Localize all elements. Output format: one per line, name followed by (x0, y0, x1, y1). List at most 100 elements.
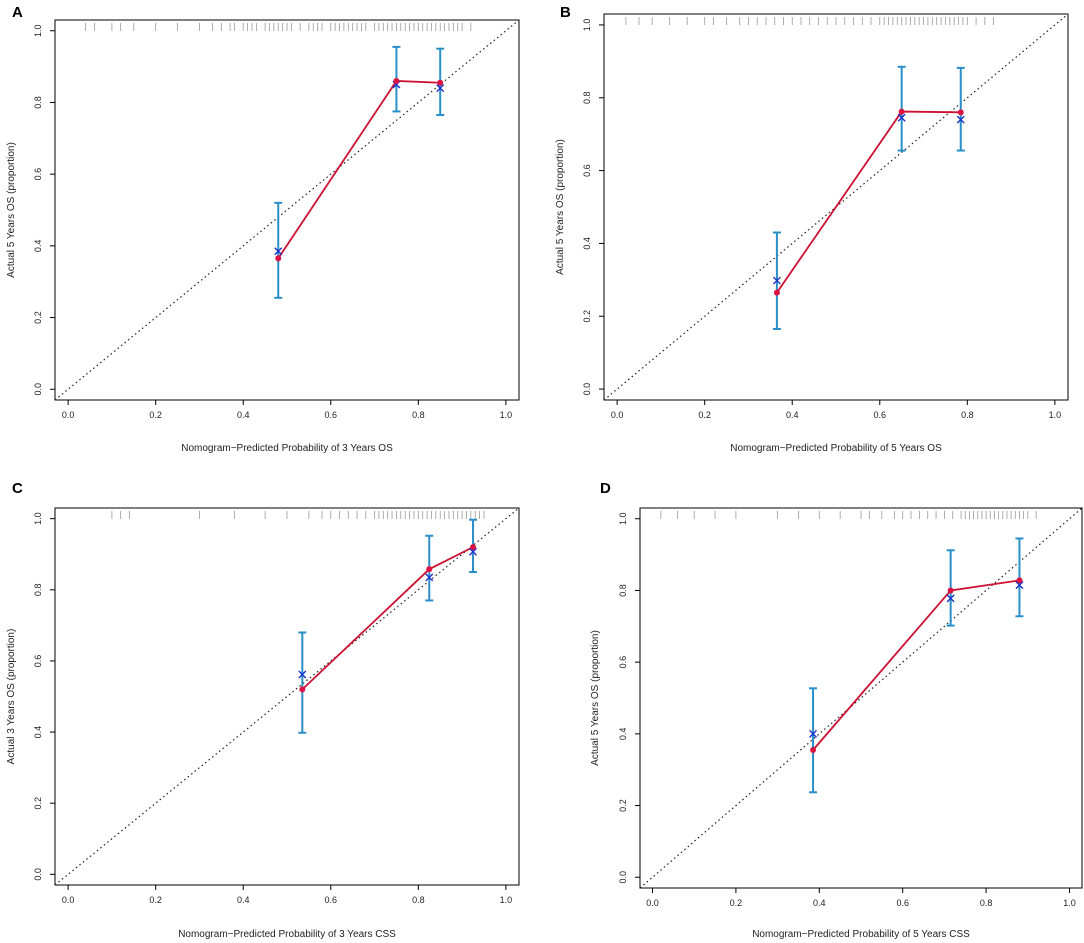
marker-stroke (425, 573, 434, 582)
bias-corrected-marker (469, 547, 478, 556)
panel-label: D (600, 480, 611, 497)
y-tick-label: 0.6 (618, 656, 628, 669)
bias-corrected-marker (1015, 581, 1024, 590)
calibration-line (812, 579, 1020, 751)
x-tick-label: 0.0 (62, 410, 75, 420)
x-tick-label: 0.6 (896, 898, 909, 908)
ideal-reference-line (639, 507, 1083, 889)
x-tick-label: 0.4 (237, 410, 250, 420)
y-tick-label: 1.0 (582, 19, 592, 32)
bias-corrected-marker (425, 573, 434, 582)
observed-point (426, 566, 433, 573)
bias-corrected-marker (274, 247, 283, 256)
observed-point (393, 77, 400, 84)
y-tick-label: 0.2 (618, 799, 628, 812)
y-tick-label: 0.0 (33, 383, 43, 396)
marker-stroke (298, 670, 307, 679)
x-axis-title: Nomogram−Predicted Probability of 3 Year… (178, 929, 396, 940)
x-tick-label: 0.4 (813, 898, 826, 908)
y-tick-label: 0.6 (582, 164, 592, 177)
x-tick-label: 1.0 (1063, 898, 1076, 908)
observed-point (1016, 577, 1023, 584)
x-axis-title: Nomogram−Predicted Probability of 5 Year… (730, 443, 942, 454)
observed-point (437, 79, 444, 86)
calibration-line (301, 546, 474, 691)
y-tick-label: 0.6 (33, 168, 43, 181)
marker-stroke (772, 276, 781, 285)
x-tick-label: 0.2 (149, 410, 162, 420)
panel-label: C (12, 480, 23, 497)
x-tick-label: 0.4 (237, 895, 250, 905)
bias-corrected-marker (897, 113, 906, 122)
y-tick-label: 1.0 (33, 512, 43, 525)
panel-label: B (560, 4, 571, 21)
marker-stroke (469, 547, 478, 556)
observed-point (810, 746, 817, 753)
y-tick-label: 0.2 (33, 797, 43, 810)
y-tick-label: 0.8 (33, 584, 43, 597)
bias-corrected-marker (436, 84, 445, 93)
observed-point (957, 109, 964, 116)
ideal-reference-line (54, 507, 520, 886)
y-tick-label: 1.0 (618, 512, 628, 525)
calibration-line (776, 110, 961, 294)
x-tick-label: 0.4 (786, 410, 799, 420)
y-tick-label: 0.8 (33, 96, 43, 109)
y-tick-label: 0.6 (33, 655, 43, 668)
y-axis-title: Actual 3 Years OS (proportion) (6, 629, 17, 765)
x-tick-label: 0.8 (412, 410, 425, 420)
y-tick-label: 0.0 (33, 868, 43, 881)
marker-stroke (956, 115, 965, 124)
observed-point (773, 289, 780, 296)
bias-corrected-marker (809, 729, 818, 738)
x-tick-label: 0.0 (646, 898, 659, 908)
marker-stroke (897, 113, 906, 122)
y-axis-title: Actual 5 Years OS (proportion) (590, 630, 601, 766)
bias-corrected-marker (956, 115, 965, 124)
x-tick-label: 1.0 (1049, 410, 1062, 420)
x-tick-label: 0.6 (874, 410, 887, 420)
plot-frame (603, 13, 1069, 401)
y-tick-label: 1.0 (33, 24, 43, 37)
x-tick-label: 1.0 (500, 410, 513, 420)
bias-corrected-marker (946, 594, 955, 603)
x-tick-label: 0.2 (698, 410, 711, 420)
y-tick-label: 0.4 (33, 240, 43, 253)
y-axis-title: Actual 5 Years OS (proportion) (555, 139, 566, 275)
x-tick-label: 1.0 (500, 895, 513, 905)
observed-point (275, 255, 282, 262)
x-tick-label: 0.8 (961, 410, 974, 420)
calibration-panel: C 0.0 0.2 0.4 0.6 0.8 1.0 0.0 0.2 0.4 0.6 0.8 1.0 Nom… (6, 480, 520, 940)
x-tick-label: 0.0 (611, 410, 624, 420)
y-tick-label: 0.4 (33, 726, 43, 739)
x-axis-title: Nomogram−Predicted Probability of 5 Year… (752, 929, 970, 940)
bias-corrected-marker (772, 276, 781, 285)
marker-stroke (809, 729, 818, 738)
observed-point (470, 544, 477, 551)
marker-stroke (946, 594, 955, 603)
calibration-panel: B 0.0 0.2 0.4 0.6 0.8 1.0 0.0 0.2 0.4 0.6 0.8 1.0 Nom… (555, 4, 1069, 454)
x-tick-label: 0.8 (412, 895, 425, 905)
y-tick-label: 0.0 (618, 871, 628, 884)
y-tick-label: 0.2 (33, 311, 43, 324)
calibration-line (277, 80, 441, 259)
ideal-reference-line (54, 19, 520, 401)
x-tick-label: 0.2 (730, 898, 743, 908)
observed-point (299, 686, 306, 693)
y-tick-label: 0.2 (582, 310, 592, 323)
calibration-panel: A 0.0 0.2 0.4 0.6 0.8 1.0 0.0 0.2 0.4 0.6 0.8 1.0 Nom… (6, 4, 520, 454)
x-tick-label: 0.6 (325, 410, 338, 420)
observed-point (947, 587, 954, 594)
marker-stroke (274, 247, 283, 256)
plot-frame (54, 507, 520, 886)
y-tick-label: 0.8 (582, 91, 592, 104)
plot-frame (639, 507, 1083, 889)
x-tick-label: 0.8 (980, 898, 993, 908)
observed-point (898, 108, 905, 115)
y-axis-title: Actual 5 Years OS (proportion) (6, 142, 17, 278)
bias-corrected-marker (298, 670, 307, 679)
panel-label: A (12, 4, 23, 21)
y-tick-label: 0.0 (582, 383, 592, 396)
marker-stroke (436, 84, 445, 93)
